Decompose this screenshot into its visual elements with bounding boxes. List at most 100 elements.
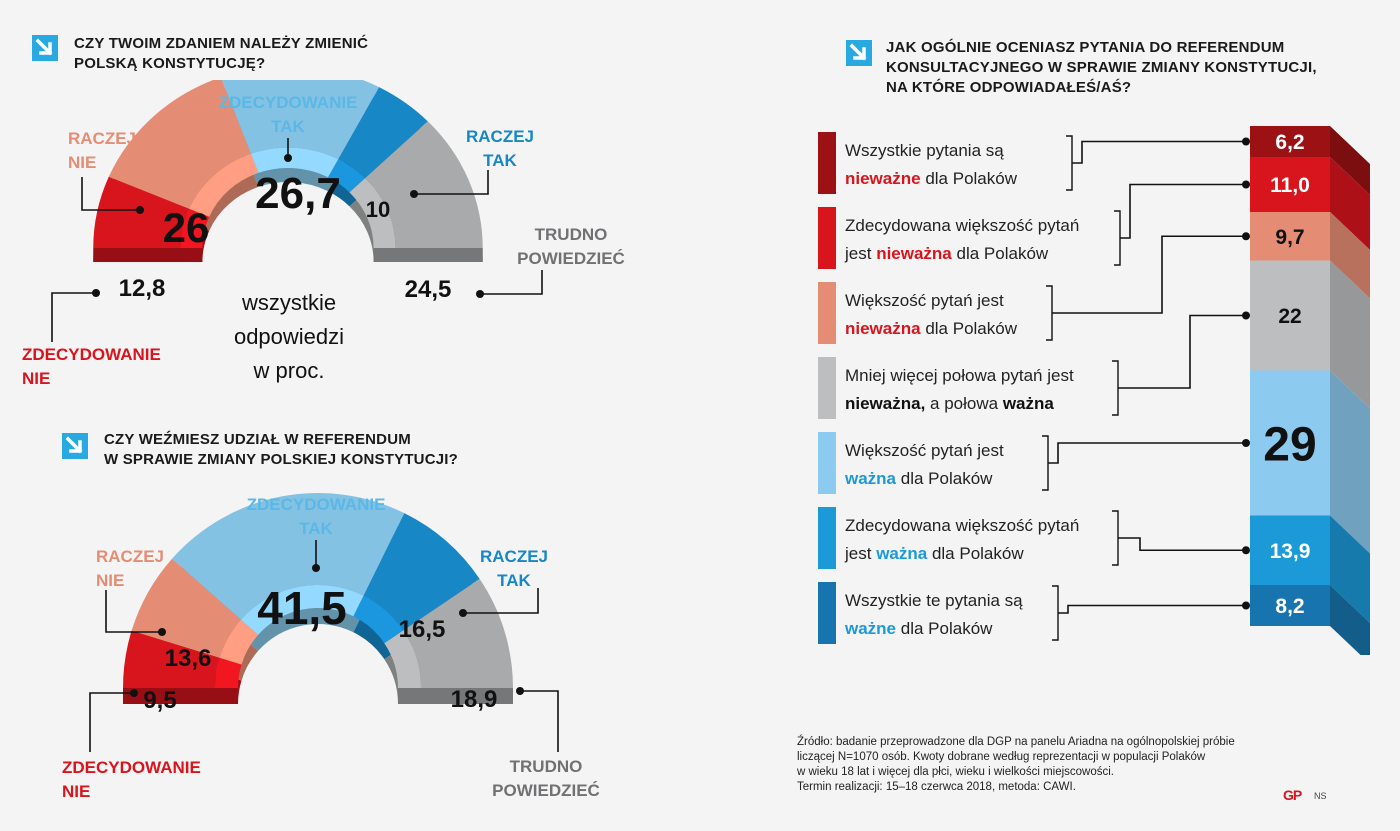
value-label-raczej-tak: 16,5 (399, 616, 446, 643)
legend-label: RACZEJ (480, 547, 548, 566)
segment-base-left (123, 688, 238, 704)
legend-label: RACZEJ (466, 127, 534, 146)
category-text: dla Polaków (952, 244, 1049, 263)
category-highlight: ważna (844, 469, 897, 488)
legend-label: TAK (299, 519, 333, 538)
bar-value-label: 22 (1278, 305, 1301, 328)
legend-label: NIE (22, 369, 50, 388)
arrow-down-right-icon (846, 40, 872, 66)
bar-value-label: 29 (1263, 418, 1316, 471)
bar-side-face (1330, 585, 1370, 655)
value-label-zdecydowanie-nie: 12,8 (119, 275, 166, 302)
category-highlight: nieważna, (845, 394, 925, 413)
category-text: dla Polaków (921, 169, 1018, 188)
center-text: wszystkie (241, 290, 336, 315)
category-label-line1: Wszystkie pytania są (845, 141, 1004, 160)
segment-inner-band (189, 153, 259, 217)
leader-dot (136, 206, 144, 214)
bar-side-face (1330, 126, 1370, 195)
value-label-zdecydowanie-nie: 9,5 (143, 687, 176, 714)
bar-segment-6 (1250, 515, 1330, 585)
arrow-down-right-icon (32, 35, 58, 61)
arrow-down-right-icon (62, 433, 88, 459)
category-swatch (818, 507, 836, 569)
segment-inner-band (353, 595, 404, 644)
legend-label: TAK (497, 571, 531, 590)
legend-label: ZDECYDOWANIE (247, 495, 386, 514)
segment-zdecydowanie-nie (123, 630, 220, 688)
dgp-logo-text: GP (1283, 787, 1302, 803)
leader-dot (1242, 311, 1250, 320)
leader-line (1120, 183, 1246, 239)
category-highlight: ważna (1002, 394, 1055, 413)
category-swatch (818, 432, 836, 494)
source-line3: w wieku 18 lat i więcej dla płci, wieku … (797, 766, 1114, 778)
leader-dot (1242, 180, 1250, 189)
leader-dot (158, 628, 166, 636)
leader-line (1118, 314, 1246, 389)
category-swatch (818, 282, 836, 344)
bar-segment-7 (1250, 585, 1330, 626)
category-highlight: ważne (844, 619, 896, 638)
q1-title-line1: Czy Twoim zdaniem należy zmienić (74, 35, 369, 52)
category-text: dla Polaków (927, 544, 1024, 563)
leader-line (414, 170, 489, 195)
segment-inner-band (349, 178, 396, 248)
legend-label: POWIEDZIEĆ (492, 781, 600, 800)
leader-dot (130, 689, 138, 697)
segment-zdecydowanie-tak (172, 493, 405, 620)
value-label-trudno: 24,5 (405, 276, 452, 303)
value-label-raczej-nie: 13,6 (165, 645, 212, 672)
author-credit: NS (1314, 791, 1327, 801)
segment-trudno-powiedziec (365, 121, 483, 248)
bar-side-face (1330, 260, 1370, 409)
category-swatch (818, 207, 836, 269)
segment-base-left (93, 248, 203, 262)
q2-title: Czy weźmiesz udział w referendum w spraw… (104, 430, 458, 470)
category-highlight: nieważne (845, 169, 921, 188)
category-label-line1: Większość pytań jest (845, 441, 1004, 460)
segment-base-right (398, 688, 513, 704)
bar-side-face (1330, 212, 1370, 299)
category-highlight: nieważna (845, 319, 921, 338)
bar-segment-4 (1250, 260, 1330, 371)
bar-side-face (1330, 515, 1370, 623)
segment-raczej-tak (363, 513, 480, 631)
category-text: jest (844, 244, 876, 263)
leader-line (520, 690, 559, 752)
leader-line (480, 270, 543, 295)
leader-dot (410, 190, 418, 198)
source-line1: Źródło: badanie przeprowadzone dla DGP n… (797, 736, 1235, 748)
leader-line (1072, 140, 1246, 164)
bracket (1052, 585, 1059, 641)
q3-title-line2: konsultacyjnego w sprawie zmiany konstyt… (886, 59, 1317, 76)
category-swatch (818, 582, 836, 644)
bracket (1046, 285, 1053, 341)
category-label-line2: ważna dla Polaków (844, 469, 993, 488)
segment-zdecydowanie-tak (222, 80, 380, 160)
category-label-line2: ważne dla Polaków (844, 619, 993, 638)
category-highlight: nieważna (876, 244, 952, 263)
leader-line (1058, 604, 1246, 614)
category-label-line1: Mniej więcej połowa pytań jest (845, 366, 1074, 385)
source-line4: Termin realizacji: 15–18 czerwca 2018, m… (797, 781, 1076, 793)
segment-base-right (373, 248, 483, 262)
category-label-line2: jest nieważna dla Polaków (844, 244, 1049, 263)
legend-label: POWIEDZIEĆ (517, 249, 625, 268)
segment-raczej-nie (108, 80, 251, 209)
leader-dot (1242, 546, 1250, 555)
bracket (1114, 210, 1121, 266)
bar-side-face (1330, 370, 1370, 554)
bracket (1112, 360, 1119, 416)
q2-title-line2: w sprawie zmiany polskiej konstytucji? (104, 451, 459, 468)
bar-segment-5 (1250, 370, 1330, 516)
value-label-zdecydowanie-tak: 41,5 (257, 582, 347, 634)
dgp-logo: GP (1283, 787, 1302, 803)
leader-line (1048, 442, 1246, 464)
segment-inner-band (215, 657, 242, 688)
q1-title: Czy Twoim zdaniem należy zmienić polską … (74, 34, 368, 74)
category-label-line2: nieważna dla Polaków (845, 319, 1018, 338)
bar-value-label: 6,2 (1275, 131, 1304, 154)
leader-dot (1242, 232, 1250, 241)
segment-inner-band (250, 147, 339, 178)
